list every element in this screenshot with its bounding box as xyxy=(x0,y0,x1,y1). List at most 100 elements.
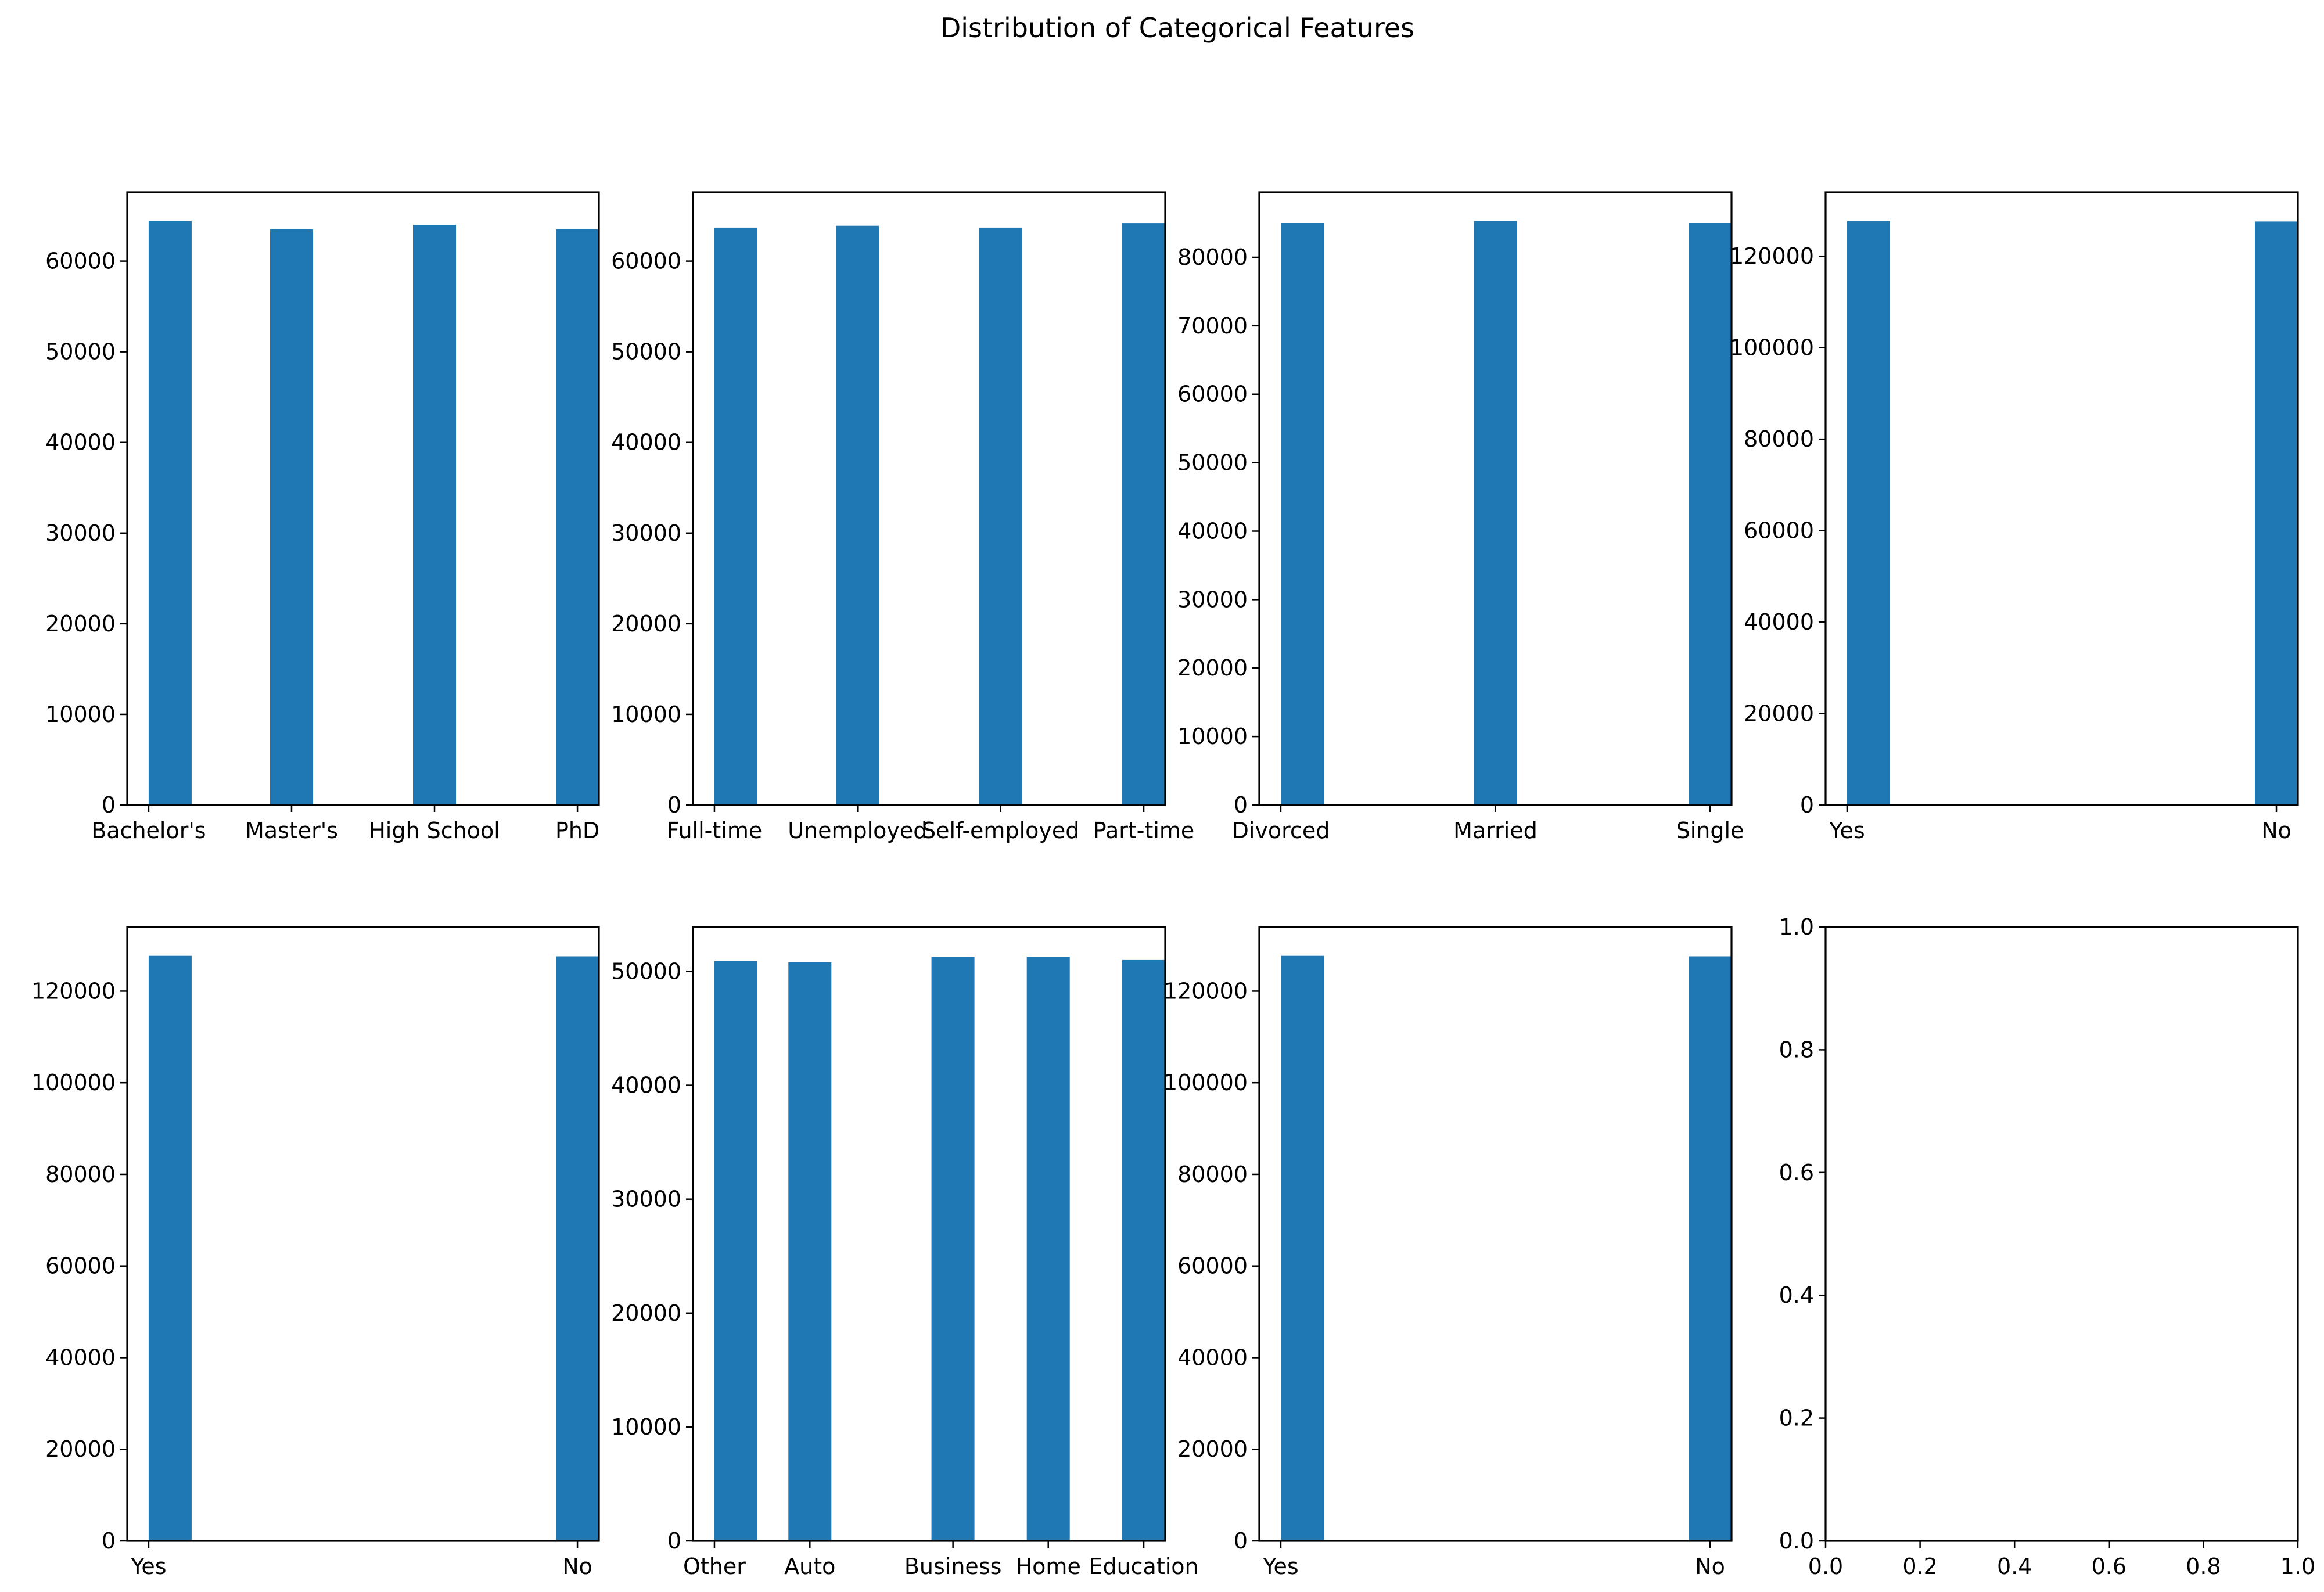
y-tick-label: 0.2 xyxy=(1779,1406,1814,1431)
y-tick-label: 20000 xyxy=(1177,1436,1248,1462)
y-tick-label: 40000 xyxy=(1177,1345,1248,1370)
y-tick-label: 60000 xyxy=(1177,382,1248,407)
subplot-7: 0 20000 40000 60000 80000 100000 120000 Yes No xyxy=(1163,926,1733,1579)
y-tick-label: 10000 xyxy=(611,702,681,727)
bar-2 xyxy=(1689,956,1732,1541)
y-tick-label: 40000 xyxy=(45,1345,116,1370)
subplot-8: 0.0 0.2 0.4 0.6 0.8 1.0 0.0 0.2 0.4 0.6 0.8 1.0 xyxy=(1779,914,2316,1579)
y-tick-label: 0 xyxy=(102,1528,116,1554)
axes-frame xyxy=(1824,926,2299,1542)
y-tick-label: 50000 xyxy=(45,339,116,365)
y-tick-label: 10000 xyxy=(1177,724,1248,749)
y-tick-label: 40000 xyxy=(45,430,116,455)
y-tick-label: 20000 xyxy=(45,1436,116,1462)
x-tick-label: Yes xyxy=(1829,818,1865,843)
subplot-1: 0 10000 20000 30000 40000 50000 60000 Bachelor'… xyxy=(45,191,600,843)
bar-3 xyxy=(979,227,1022,805)
y-tick-label: 50000 xyxy=(611,958,681,984)
x-tick-label: Yes xyxy=(130,1554,166,1579)
bar-2 xyxy=(270,229,313,805)
y-tick-label: 30000 xyxy=(611,1187,681,1212)
y-tick-label: 30000 xyxy=(45,520,116,546)
bar-2 xyxy=(2255,221,2298,805)
x-tick-label: Education xyxy=(1089,1554,1198,1579)
x-tick-label: Other xyxy=(683,1554,746,1579)
axes-frame xyxy=(1258,191,1733,806)
y-tick-label: 70000 xyxy=(1177,313,1248,339)
x-tick-label: 0.2 xyxy=(1902,1554,1937,1579)
y-tick-label: 30000 xyxy=(1177,587,1248,612)
y-tick-label: 0 xyxy=(1234,792,1248,818)
subplot-2: 0 10000 20000 30000 40000 50000 60000 Full-time… xyxy=(611,191,1195,843)
y-tick-label: 0 xyxy=(1234,1528,1248,1554)
x-tick-label: PhD xyxy=(555,818,599,843)
bar-1 xyxy=(148,955,192,1541)
x-tick-label: No xyxy=(562,1554,592,1579)
y-tick-label: 40000 xyxy=(611,1073,681,1098)
bar-2 xyxy=(836,225,879,805)
y-tick-label: 0 xyxy=(1800,792,1814,818)
bar-1 xyxy=(1281,223,1324,805)
y-tick-label: 120000 xyxy=(1163,978,1248,1004)
axes-frame xyxy=(1258,926,1733,1542)
x-tick-label: Master's xyxy=(245,818,338,843)
bar-1 xyxy=(714,961,757,1541)
y-tick-label: 0.8 xyxy=(1779,1037,1814,1062)
x-tick-label: Business xyxy=(904,1554,1002,1579)
x-tick-label: High School xyxy=(369,818,500,843)
y-tick-label: 10000 xyxy=(45,702,116,727)
y-tick-label: 50000 xyxy=(1177,450,1248,476)
y-tick-label: 100000 xyxy=(1730,335,1814,361)
bar-3 xyxy=(413,225,456,805)
x-tick-label: Yes xyxy=(1262,1554,1298,1579)
x-tick-label: 0.4 xyxy=(1997,1554,2032,1579)
y-tick-label: 1.0 xyxy=(1779,914,1814,940)
x-tick-label: Full-time xyxy=(667,818,763,843)
x-tick-label: Part-time xyxy=(1093,818,1195,843)
bar-4 xyxy=(1026,957,1070,1541)
x-tick-label: Bachelor's xyxy=(91,818,206,843)
bar-1 xyxy=(714,227,757,805)
y-tick-label: 0.6 xyxy=(1779,1160,1814,1185)
y-tick-label: 120000 xyxy=(31,978,116,1004)
x-tick-label: Self-employed xyxy=(922,818,1079,843)
bar-4 xyxy=(1122,223,1165,806)
x-tick-label: Single xyxy=(1676,818,1744,843)
x-tick-label: Unemployed xyxy=(788,818,927,843)
y-tick-label: 40000 xyxy=(1744,609,1814,635)
y-tick-label: 0 xyxy=(667,792,681,818)
axes-frame xyxy=(692,926,1166,1542)
bar-2 xyxy=(1474,221,1517,805)
bar-5 xyxy=(1122,959,1165,1541)
bar-2 xyxy=(556,956,599,1541)
y-tick-label: 40000 xyxy=(611,430,681,455)
subplot-5: 0 20000 40000 60000 80000 100000 120000 Yes No xyxy=(31,926,600,1579)
x-tick-label: 1.0 xyxy=(2280,1554,2315,1579)
bar-3 xyxy=(1689,223,1732,805)
y-tick-label: 60000 xyxy=(611,249,681,274)
y-tick-label: 20000 xyxy=(1177,655,1248,681)
bar-1 xyxy=(1847,221,1890,806)
x-tick-label: Divorced xyxy=(1232,818,1330,843)
x-tick-label: Auto xyxy=(784,1554,835,1579)
x-tick-label: No xyxy=(1695,1554,1725,1579)
y-tick-label: 120000 xyxy=(1730,243,1814,269)
y-tick-label: 100000 xyxy=(31,1070,116,1095)
bar-3 xyxy=(931,957,975,1541)
y-tick-label: 60000 xyxy=(1744,518,1814,544)
x-tick-label: Married xyxy=(1453,818,1538,843)
y-tick-label: 0 xyxy=(667,1528,681,1554)
x-tick-label: No xyxy=(2261,818,2291,843)
y-tick-label: 100000 xyxy=(1163,1070,1248,1095)
y-tick-label: 80000 xyxy=(1177,1162,1248,1187)
x-tick-label: 0.8 xyxy=(2186,1554,2221,1579)
bar-2 xyxy=(788,962,832,1541)
axes-frame xyxy=(126,926,600,1542)
y-tick-label: 10000 xyxy=(611,1414,681,1440)
y-tick-label: 30000 xyxy=(611,520,681,546)
y-tick-label: 40000 xyxy=(1177,518,1248,544)
y-tick-label: 0 xyxy=(102,792,116,818)
axes-frame xyxy=(1824,191,2299,806)
y-tick-label: 20000 xyxy=(611,1300,681,1326)
